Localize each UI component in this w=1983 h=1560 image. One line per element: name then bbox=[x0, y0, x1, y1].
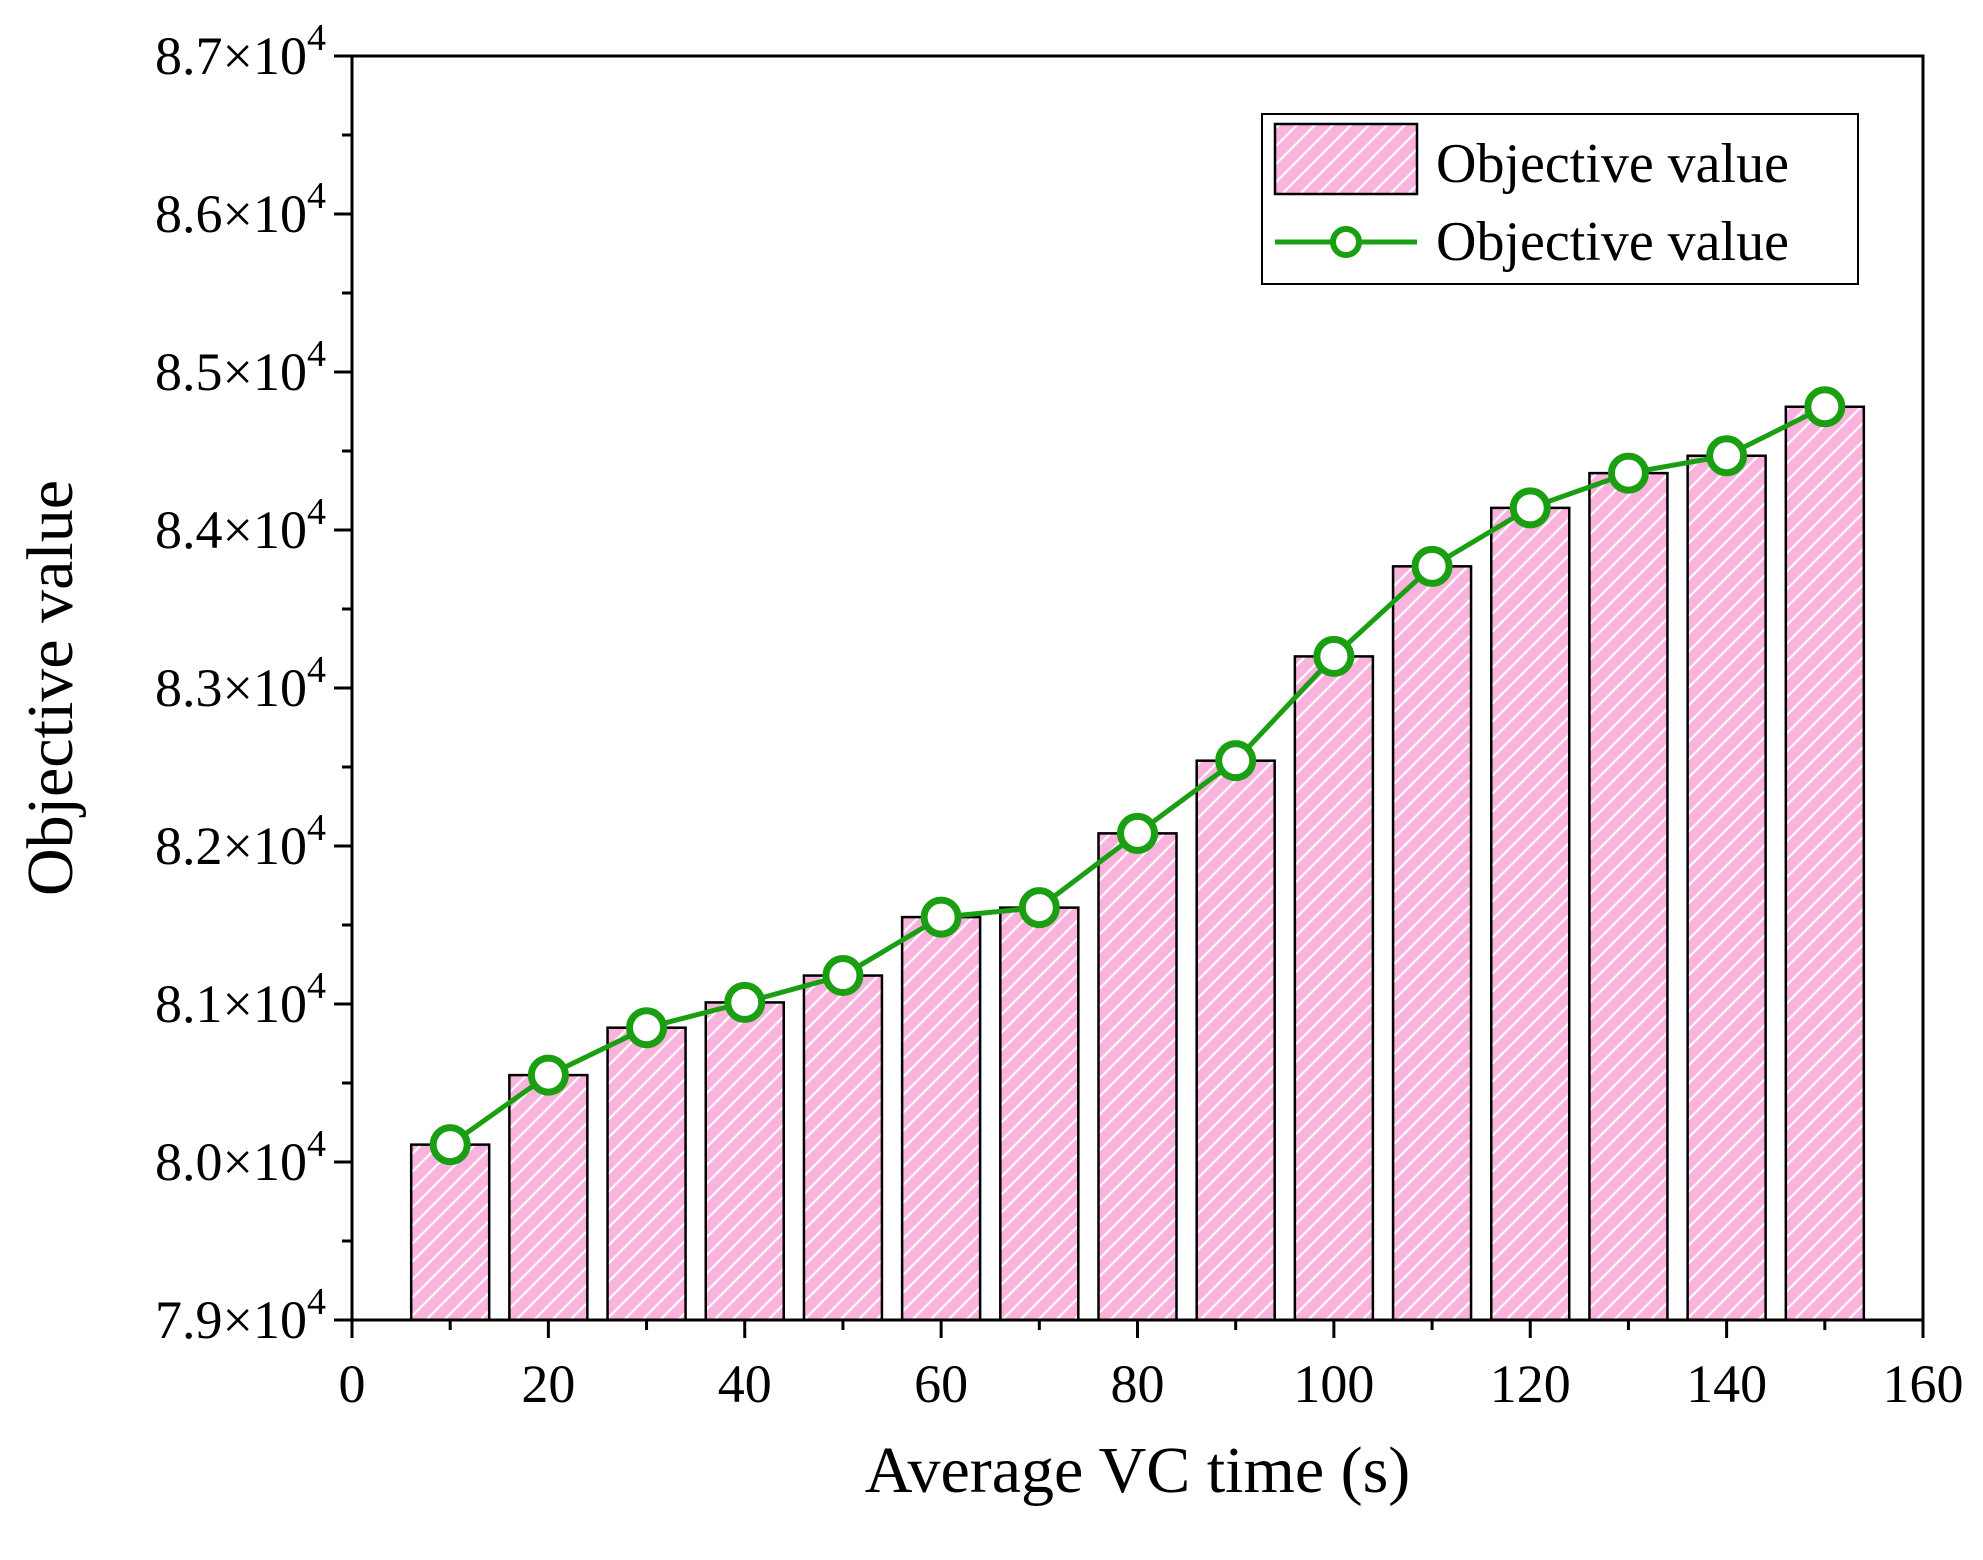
y-tick-label: 8.3×104 bbox=[155, 649, 326, 718]
y-tick-label: 8.6×104 bbox=[155, 175, 326, 244]
y-tick-label: 8.1×104 bbox=[155, 965, 326, 1034]
y-tick-label: 8.4×104 bbox=[155, 491, 326, 560]
bars bbox=[409, 405, 1866, 1322]
legend-line-marker bbox=[1330, 226, 1362, 258]
bar-90 bbox=[1195, 759, 1276, 1322]
x-tick-label: 80 bbox=[1111, 1354, 1165, 1414]
bar-80 bbox=[1097, 832, 1178, 1322]
bar-150 bbox=[1784, 405, 1866, 1322]
point-10 bbox=[429, 1124, 471, 1166]
legend-bar-label: Objective value bbox=[1436, 133, 1789, 195]
bar-110 bbox=[1391, 565, 1473, 1322]
bar-50 bbox=[802, 974, 884, 1322]
line-series bbox=[429, 386, 1846, 1166]
x-tick-label: 20 bbox=[521, 1354, 575, 1414]
point-40 bbox=[724, 981, 766, 1023]
y-tick-label: 8.5×104 bbox=[155, 333, 326, 402]
point-130 bbox=[1607, 452, 1649, 494]
x-tick-label: 60 bbox=[914, 1354, 968, 1414]
bar-20 bbox=[508, 1073, 589, 1322]
point-140 bbox=[1706, 435, 1748, 477]
legend-line-label: Objective value bbox=[1436, 211, 1789, 273]
y-tick-label: 7.9×104 bbox=[155, 1281, 326, 1350]
legend-bar-swatch bbox=[1273, 122, 1419, 196]
point-120 bbox=[1509, 487, 1551, 529]
x-axis: 0 20 40 60 80 100 120 140 160 bbox=[339, 1320, 1964, 1414]
x-tick-label: 0 bbox=[339, 1354, 366, 1414]
bar-120 bbox=[1490, 506, 1571, 1322]
x-tick-label: 140 bbox=[1686, 1354, 1767, 1414]
point-150 bbox=[1804, 386, 1846, 428]
x-tick-label: 40 bbox=[718, 1354, 772, 1414]
bar-100 bbox=[1293, 655, 1375, 1322]
bar-70 bbox=[999, 906, 1080, 1322]
y-tick-label: 8.0×104 bbox=[155, 1123, 326, 1192]
bar-30 bbox=[606, 1026, 687, 1322]
point-100 bbox=[1313, 635, 1355, 677]
x-tick-label: 160 bbox=[1883, 1354, 1964, 1414]
point-80 bbox=[1117, 812, 1158, 854]
x-tick-label: 120 bbox=[1490, 1354, 1571, 1414]
point-70 bbox=[1018, 887, 1060, 929]
x-tick-label: 100 bbox=[1293, 1354, 1374, 1414]
bar-130 bbox=[1588, 471, 1669, 1322]
y-tick-label: 8.2×104 bbox=[155, 807, 326, 876]
bar-140 bbox=[1686, 454, 1767, 1322]
bar-40 bbox=[704, 1001, 785, 1322]
point-20 bbox=[527, 1054, 569, 1096]
y-axis: 7.9×104 8.0×104 8.1×104 8.2×104 8.3×104 8.4×1… bbox=[155, 17, 352, 1350]
bar-10 bbox=[409, 1143, 491, 1322]
y-axis-title: Objective value bbox=[14, 480, 87, 896]
point-90 bbox=[1215, 740, 1257, 782]
legend: Objective value Objective value bbox=[1261, 113, 1859, 285]
point-30 bbox=[626, 1007, 668, 1049]
point-60 bbox=[920, 896, 962, 938]
bar-60 bbox=[900, 915, 982, 1322]
point-110 bbox=[1411, 545, 1453, 587]
y-tick-label: 8.7×104 bbox=[155, 17, 326, 86]
x-axis-title: Average VC time (s) bbox=[865, 1434, 1411, 1507]
point-50 bbox=[822, 955, 864, 997]
